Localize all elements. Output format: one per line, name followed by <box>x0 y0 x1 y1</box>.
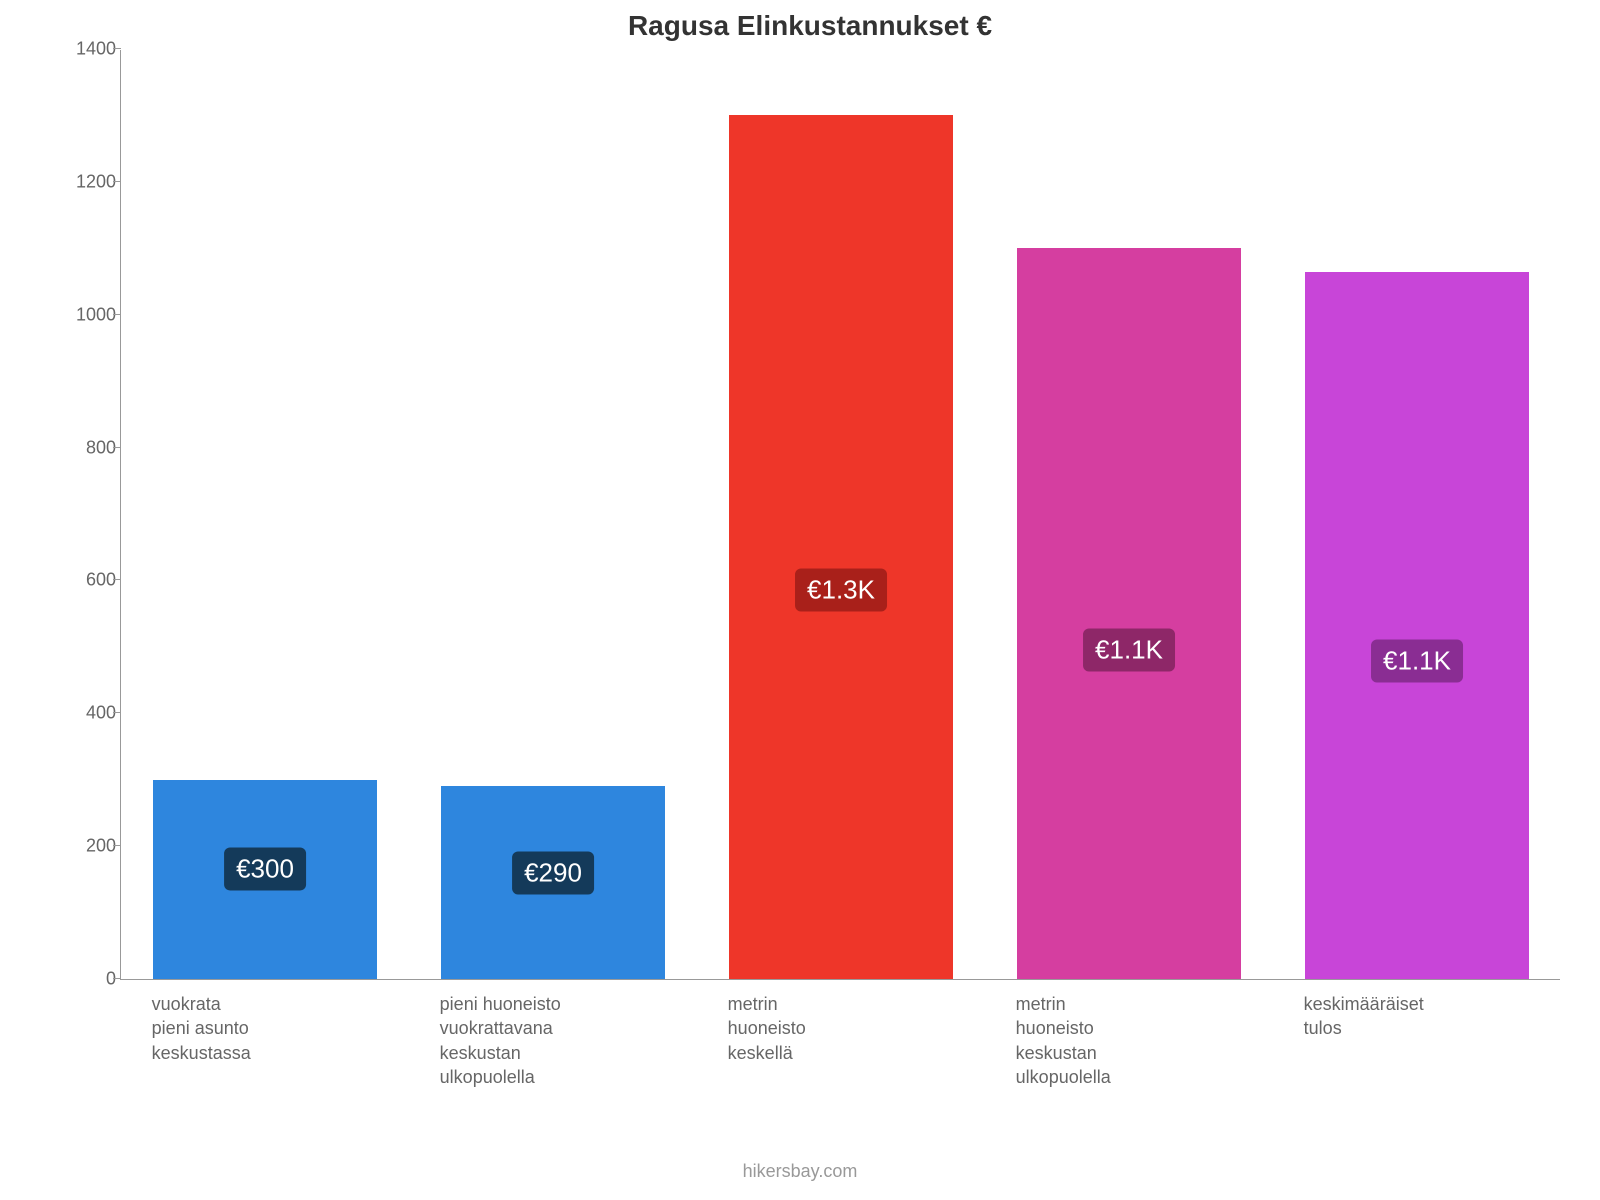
y-tick-label: 200 <box>66 836 116 857</box>
y-tick-label: 1200 <box>66 171 116 192</box>
bar-value-label: €290 <box>512 852 594 895</box>
y-tick-label: 1000 <box>66 304 116 325</box>
x-axis-label: metrinhuoneistokeskellä <box>728 992 953 1065</box>
bar <box>1305 272 1530 979</box>
x-axis-labels: vuokratapieni asuntokeskustassa pieni huo… <box>120 980 1560 1120</box>
y-tick-label: 0 <box>66 969 116 990</box>
bar <box>729 115 954 979</box>
bar <box>1017 248 1242 979</box>
bar-value-label: €300 <box>224 848 306 891</box>
x-axis-label: pieni huoneistovuokrattavanakeskustanulk… <box>440 992 665 1089</box>
y-tick-label: 800 <box>66 437 116 458</box>
x-axis-label: metrinhuoneistokeskustanulkopuolella <box>1016 992 1241 1089</box>
y-tick-label: 1400 <box>66 39 116 60</box>
bar-value-label: €1.3K <box>795 569 887 612</box>
attribution-text: hikersbay.com <box>0 1161 1600 1182</box>
chart-container: Ragusa Elinkustannukset € 0 200 400 600 800 1… <box>60 10 1560 1140</box>
y-tick-label: 400 <box>66 703 116 724</box>
bar-value-label: €1.1K <box>1083 629 1175 672</box>
x-axis-label: vuokratapieni asuntokeskustassa <box>152 992 377 1065</box>
plot-area: 0200400600800100012001400€300€290€1.3K€1… <box>120 50 1560 980</box>
chart-title: Ragusa Elinkustannukset € <box>60 10 1560 42</box>
x-axis-label: keskimääräisettulos <box>1304 992 1529 1041</box>
bar-value-label: €1.1K <box>1371 639 1463 682</box>
y-tick-label: 600 <box>66 570 116 591</box>
